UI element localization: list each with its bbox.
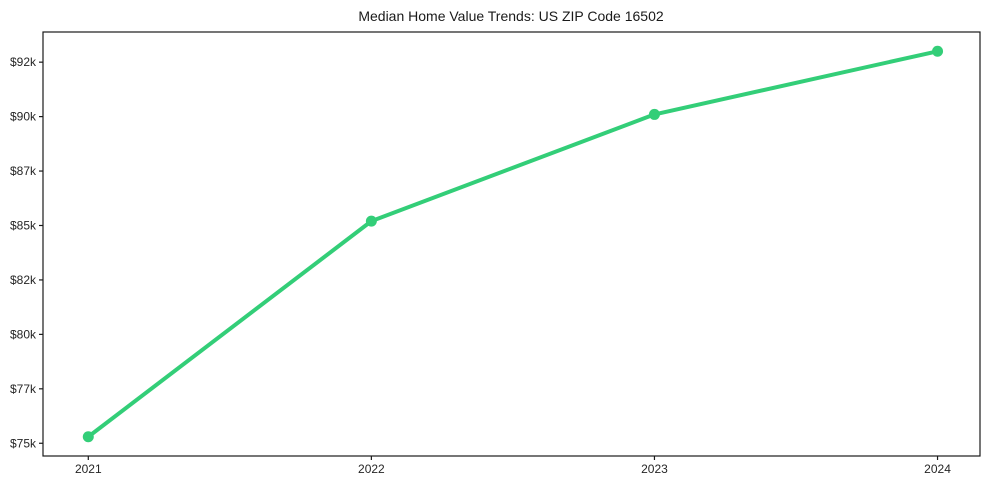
data-point-marker [82, 431, 94, 443]
plot-area: $75k $77k $80k $82k $85k $87k $90k $92k 2021 2022… [10, 31, 981, 476]
y-tick-label: $75k [10, 436, 37, 450]
y-tick-label: $80k [10, 327, 37, 341]
axes-frame [42, 31, 981, 457]
data-point-marker [648, 108, 660, 120]
y-tick-label: $85k [10, 218, 37, 232]
x-tick-label: 2023 [641, 462, 668, 476]
data-point-marker [932, 45, 944, 57]
y-tick-label: $82k [10, 273, 37, 287]
x-tick-label: 2021 [75, 462, 102, 476]
x-tick-label: 2024 [924, 462, 951, 476]
chart-title: Median Home Value Trends: US ZIP Code 16… [358, 8, 664, 24]
y-tick-label: $77k [10, 382, 37, 396]
y-tick-label: $90k [10, 110, 37, 124]
y-tick-label: $87k [10, 164, 37, 178]
y-tick-label: $92k [10, 55, 37, 69]
data-point-marker [365, 215, 377, 227]
x-tick-label: 2022 [358, 462, 385, 476]
trend-line [86, 49, 940, 439]
